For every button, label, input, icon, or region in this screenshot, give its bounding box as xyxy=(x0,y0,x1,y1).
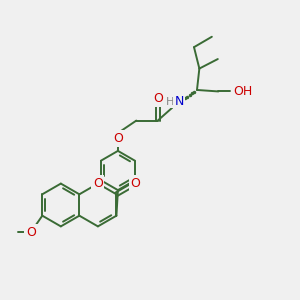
Text: O: O xyxy=(93,177,103,190)
Text: O: O xyxy=(130,177,140,190)
Text: O: O xyxy=(153,92,163,105)
Text: O: O xyxy=(113,132,123,145)
Text: OH: OH xyxy=(233,85,253,98)
Text: H: H xyxy=(166,97,174,107)
Text: O: O xyxy=(26,226,36,238)
Text: N: N xyxy=(175,95,184,108)
